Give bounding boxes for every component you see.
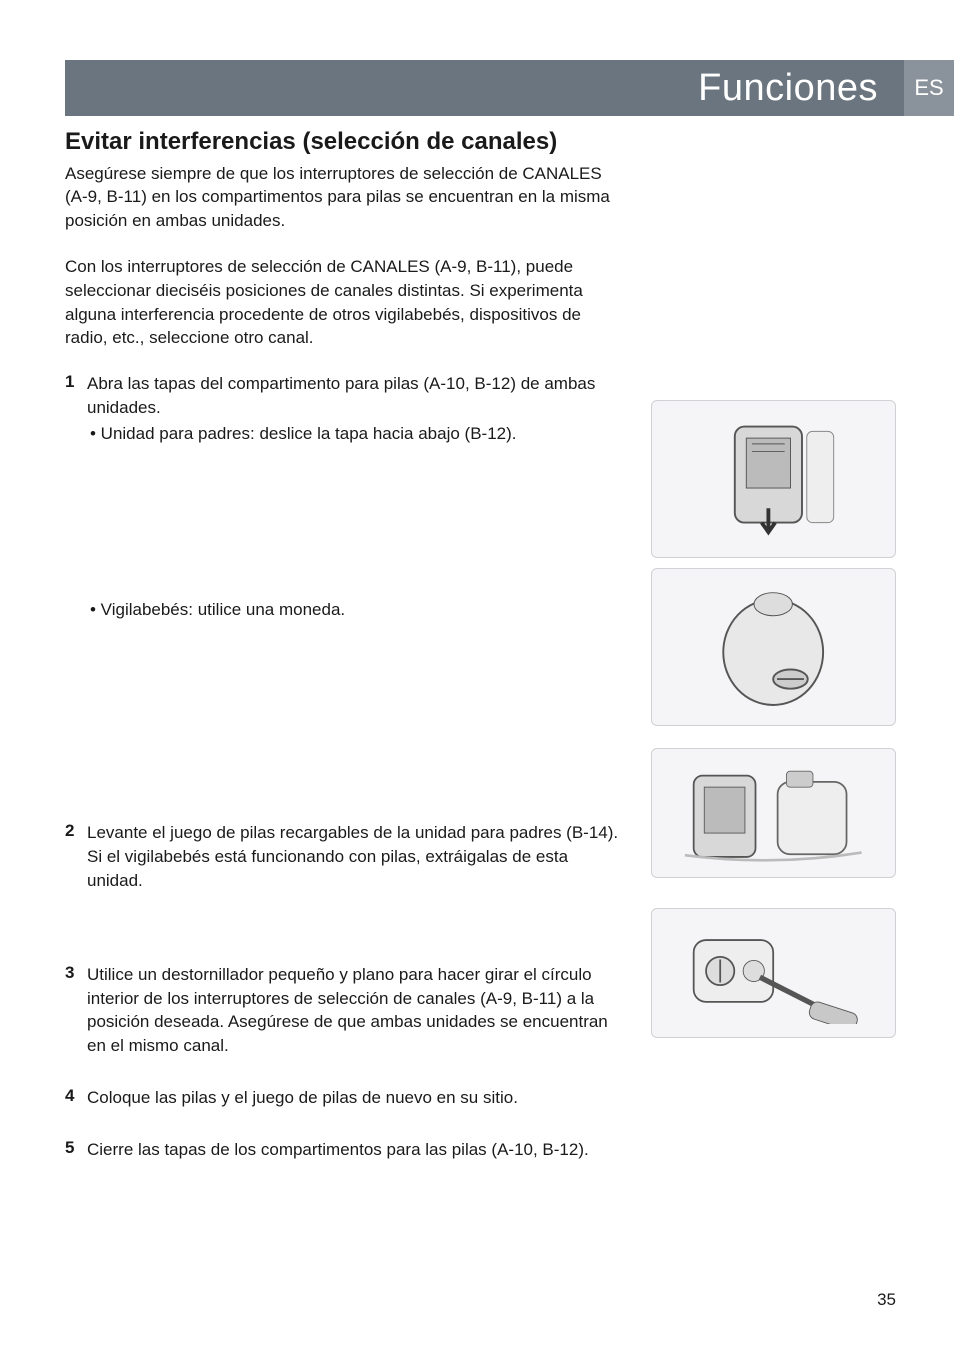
step-text: Utilice un destornillador pequeño y plan… <box>87 963 625 1058</box>
illustration-screwdriver-channel <box>651 908 896 1038</box>
spacer <box>65 1068 625 1086</box>
intro-para-2: Con los interruptores de selección de CA… <box>65 255 625 350</box>
content-column: Evitar interferencias (selección de cana… <box>65 128 625 1172</box>
illustration-baby-unit-coin <box>651 568 896 726</box>
step-number: 1 <box>65 372 87 621</box>
page: Funciones ES Evitar interferencias (sele… <box>0 0 954 1350</box>
step-number: 5 <box>65 1138 87 1162</box>
step-text: Cierre las tapas de los compartimentos p… <box>87 1138 625 1162</box>
step-number: 3 <box>65 963 87 1058</box>
illustration-parent-unit-slide <box>651 400 896 558</box>
spacer <box>65 903 625 963</box>
header-title: Funciones <box>698 67 878 110</box>
step-bullet: • Vigilabebés: utilice una moneda. <box>87 598 625 622</box>
step-4: 4 Coloque las pilas y el juego de pilas … <box>65 1086 625 1110</box>
page-number: 35 <box>877 1290 896 1310</box>
section-heading: Evitar interferencias (selección de cana… <box>65 128 625 156</box>
step-bullet: • Unidad para padres: deslice la tapa ha… <box>87 422 625 446</box>
step-text: Coloque las pilas y el juego de pilas de… <box>87 1086 625 1110</box>
step-text: Levante el juego de pilas recargables de… <box>87 821 625 892</box>
step-number: 4 <box>65 1086 87 1110</box>
spacer <box>65 631 625 821</box>
step-5: 5 Cierre las tapas de los compartimentos… <box>65 1138 625 1162</box>
intro-para-1: Asegúrese siempre de que los interruptor… <box>65 162 625 233</box>
header-title-box: Funciones <box>680 60 896 116</box>
step-number: 2 <box>65 821 87 892</box>
spacer <box>65 1120 625 1138</box>
step-text: Abra las tapas del compartimento para pi… <box>87 372 625 420</box>
step-2: 2 Levante el juego de pilas recargables … <box>65 821 625 892</box>
step-body: Abra las tapas del compartimento para pi… <box>87 372 625 621</box>
lang-tab: ES <box>904 60 954 116</box>
step-3: 3 Utilice un destornillador pequeño y pl… <box>65 963 625 1058</box>
spacer <box>87 446 625 596</box>
step-1: 1 Abra las tapas del compartimento para … <box>65 372 625 621</box>
illustration-lift-battery-pack <box>651 748 896 878</box>
